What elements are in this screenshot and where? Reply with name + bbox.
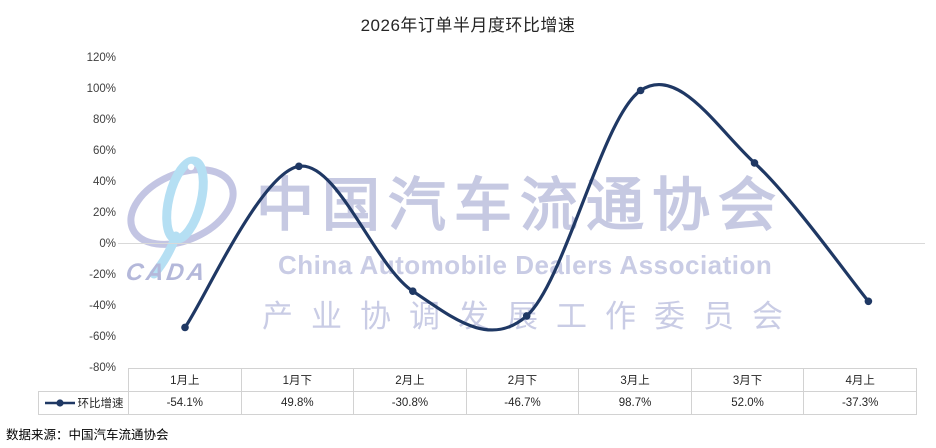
- table-value-cell: 52.0%: [690, 391, 805, 415]
- legend-cell: 环比增速: [38, 391, 129, 415]
- legend-label: 环比增速: [77, 398, 124, 410]
- data-source: 数据来源：中国汽车流通协会: [6, 428, 169, 442]
- chart-title: 2026年订单半月度环比增速: [360, 16, 576, 35]
- y-axis-tick: 40%: [92, 175, 116, 188]
- cada-logo-icon: [127, 156, 237, 279]
- data-point-marker: [636, 86, 645, 95]
- table-header-cell: 1月下: [240, 368, 355, 392]
- watermark-line-en: China Automobile Dealers Association: [278, 250, 773, 280]
- table-header-cell: 1月上: [128, 368, 242, 392]
- data-point-marker: [295, 162, 303, 171]
- y-axis-tick: 60%: [92, 144, 116, 157]
- table-header-cell: 3月下: [690, 368, 805, 392]
- data-point-marker: [864, 297, 873, 306]
- table-value-cell: -54.1%: [128, 391, 242, 415]
- data-point-marker: [181, 323, 189, 332]
- y-axis-tick: -40%: [89, 299, 116, 312]
- legend-line-marker-icon: [44, 399, 75, 407]
- series-line: [183, 83, 870, 332]
- table-header-cell: 4月上: [803, 368, 917, 392]
- y-axis-tick: 120%: [86, 51, 116, 64]
- watermark-line-sub: 产业协调发展工作委员会: [262, 299, 801, 334]
- table-header-cell: 2月下: [465, 368, 580, 392]
- y-axis-tick: -20%: [89, 268, 116, 281]
- table-header-row: 1月上 1月下 2月上 2月下 3月上 3月下 4月上: [39, 368, 917, 392]
- table-value-cell: 98.7%: [578, 391, 692, 415]
- data-point-marker: [522, 312, 531, 320]
- table-corner-blank: [39, 369, 129, 392]
- table-value-cell: -37.3%: [803, 391, 917, 415]
- y-axis-tick: -60%: [89, 330, 116, 343]
- table-value-cell: -30.8%: [353, 391, 467, 415]
- table-value-cell: -46.7%: [465, 391, 580, 415]
- y-axis-tick: 100%: [86, 82, 116, 95]
- data-point-marker: [750, 159, 759, 167]
- data-point-marker: [409, 287, 417, 296]
- y-axis-tick: 80%: [92, 113, 116, 126]
- data-table: 1月上 1月下 2月上 2月下 3月上 3月下 4月上环比增速 -54.1% 49.8% -30.…: [38, 368, 917, 415]
- table-header-cell: 2月上: [353, 368, 467, 392]
- y-axis-tick: 20%: [92, 206, 116, 219]
- table-header-cell: 3月上: [578, 368, 692, 392]
- y-axis-tick: -80%: [89, 361, 116, 374]
- watermark-line-cn: 中国汽车流通协会: [256, 173, 785, 238]
- table-value-cell: 49.8%: [240, 391, 355, 415]
- table-value-row: 环比增速 -54.1% 49.8% -30.8% -46.7% 98.7% 52.0% -37…: [38, 391, 917, 415]
- y-axis-tick: 0%: [99, 237, 116, 250]
